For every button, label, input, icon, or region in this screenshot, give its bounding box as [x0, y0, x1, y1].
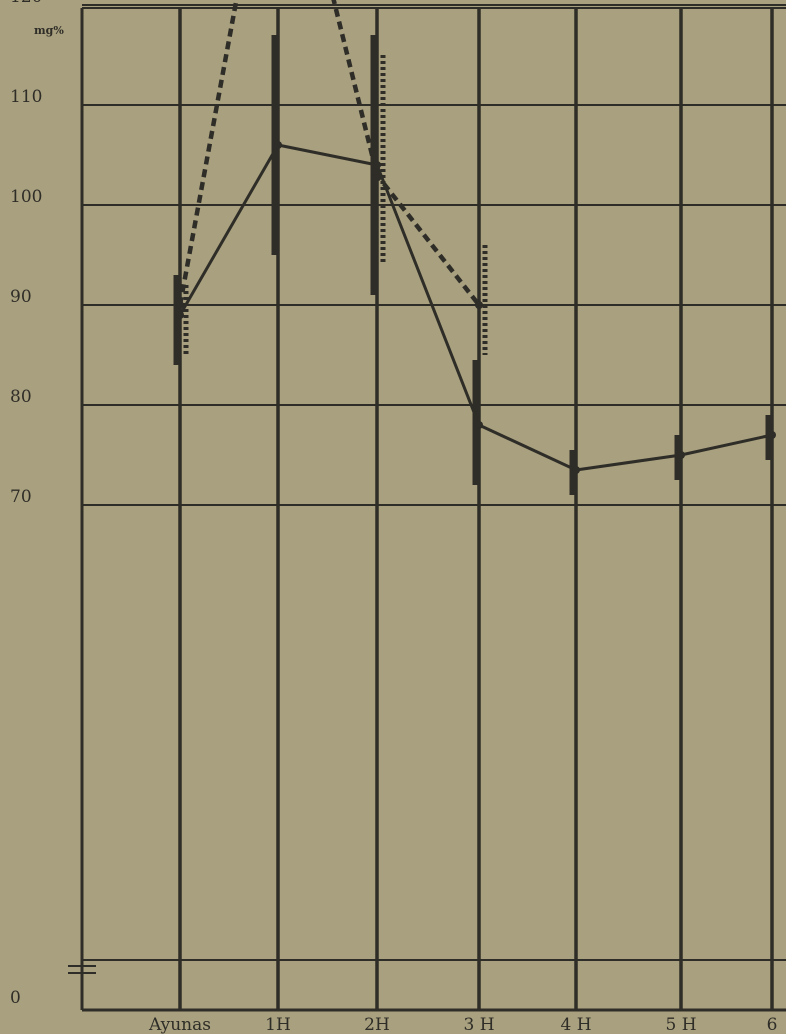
x-tick-label: 4 H [560, 1015, 591, 1034]
data-point [475, 421, 483, 429]
x-tick-label: 6 [767, 1015, 778, 1034]
x-tick-label: Ayunas [148, 1015, 211, 1034]
y-tick-label: 120 [10, 0, 42, 7]
data-point [677, 451, 685, 459]
data-point [176, 301, 184, 309]
y-tick-label: 110 [10, 87, 42, 107]
x-tick-label: 5 H [665, 1015, 696, 1034]
data-point [572, 466, 580, 474]
data-point [475, 301, 483, 309]
data-point [373, 161, 381, 169]
y-tick-label: 0 [10, 988, 21, 1008]
data-point [176, 311, 184, 319]
y-tick-label: 100 [10, 187, 42, 207]
y-axis-unit-label: mg% [34, 24, 64, 37]
y-tick-label: 90 [10, 287, 32, 307]
data-point [768, 431, 776, 439]
error-bars [173, 35, 771, 495]
axis-break-mark [68, 965, 96, 974]
y-tick-label: 80 [10, 387, 32, 407]
x-tick-label: 3 H [463, 1015, 494, 1034]
x-tick-label: 1H [265, 1015, 291, 1034]
y-tick-labels: 1501401301201101009080700 [10, 0, 42, 1008]
series-line [177, 0, 481, 307]
x-tick-label: 2H [364, 1015, 390, 1034]
data-point [274, 141, 282, 149]
x-tick-labels: Ayunas 1H 2H 3 H 4 H 5 H 6 [148, 1015, 777, 1034]
y-tick-label: 70 [10, 487, 32, 507]
data-series [176, 0, 776, 474]
grid [80, 4, 786, 1012]
